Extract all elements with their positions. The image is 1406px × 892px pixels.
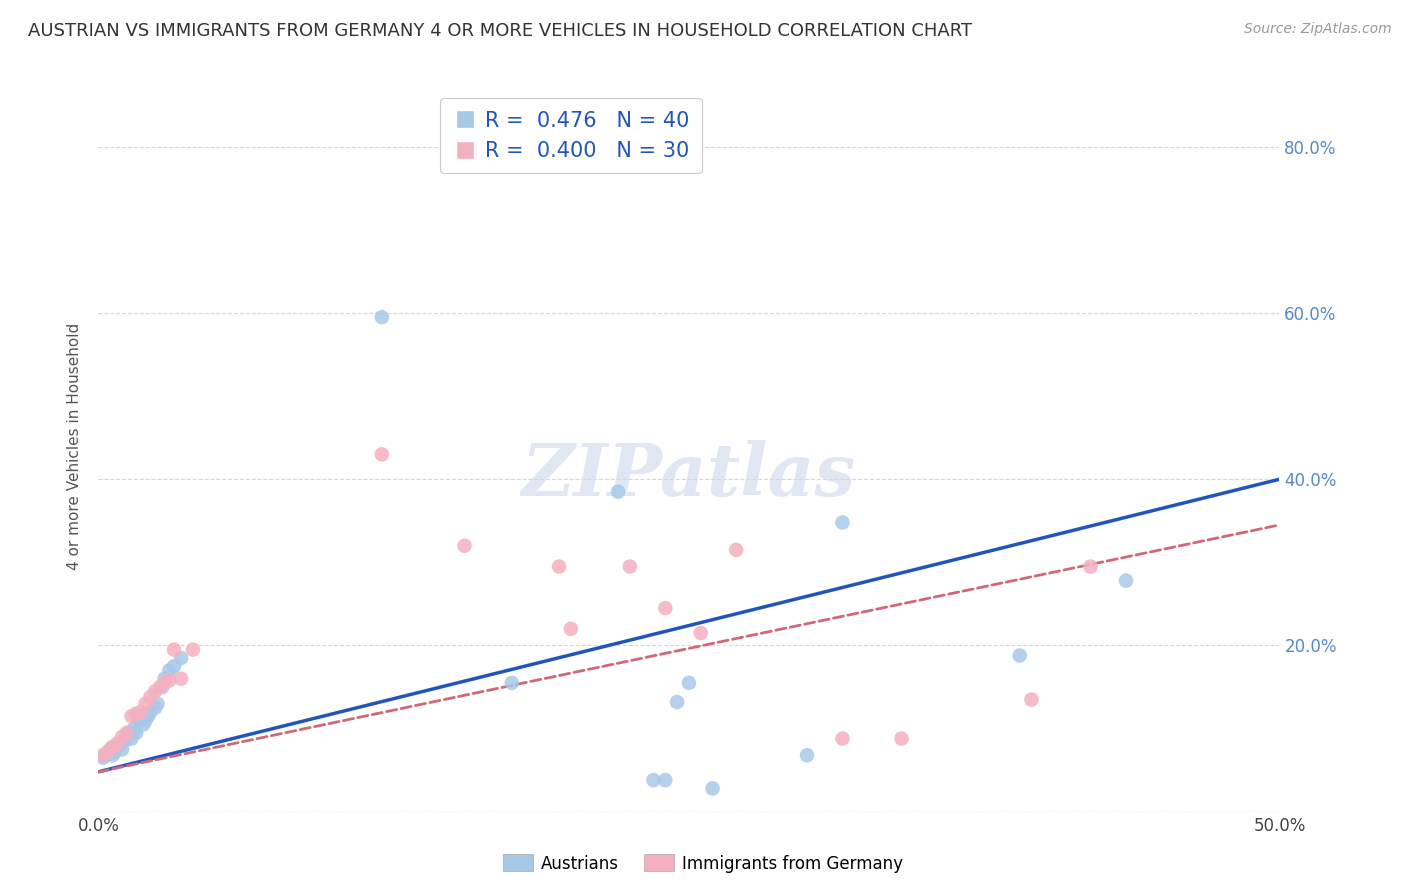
Point [796, 748, 818, 763]
Point [139, 705, 162, 719]
Point [115, 730, 138, 744]
Point [560, 622, 582, 636]
Point [702, 781, 724, 796]
Point [890, 731, 912, 746]
Text: Source: ZipAtlas.com: Source: ZipAtlas.com [1244, 22, 1392, 37]
Point [132, 717, 155, 731]
Point [1080, 559, 1102, 574]
Point [101, 739, 124, 754]
Point [150, 680, 173, 694]
Point [143, 701, 166, 715]
Point [143, 684, 166, 698]
Point [163, 659, 186, 673]
Point [170, 672, 193, 686]
Point [121, 709, 143, 723]
Point [111, 730, 134, 744]
Point [97, 745, 120, 759]
Point [689, 626, 711, 640]
Point [371, 447, 394, 461]
Point [678, 676, 700, 690]
Point [112, 734, 135, 748]
Text: ZIPatlas: ZIPatlas [522, 440, 856, 511]
Point [139, 690, 162, 704]
Point [181, 642, 204, 657]
Point [105, 737, 128, 751]
Point [104, 745, 127, 759]
Point [125, 706, 148, 721]
Text: AUSTRIAN VS IMMIGRANTS FROM GERMANY 4 OR MORE VEHICLES IN HOUSEHOLD CORRELATION : AUSTRIAN VS IMMIGRANTS FROM GERMANY 4 OR… [28, 22, 972, 40]
Point [121, 731, 143, 746]
Point [643, 773, 665, 788]
Point [654, 773, 676, 788]
Point [129, 709, 152, 723]
Point [108, 738, 131, 752]
Point [94, 748, 117, 763]
Point [129, 705, 152, 719]
Point [91, 748, 114, 763]
Legend: Austrians, Immigrants from Germany: Austrians, Immigrants from Germany [496, 847, 910, 880]
Point [163, 642, 186, 657]
Point [153, 676, 176, 690]
Point [1021, 692, 1043, 706]
Point [97, 745, 120, 759]
Point [654, 601, 676, 615]
Point [146, 697, 169, 711]
Point [607, 484, 630, 499]
Point [105, 739, 128, 754]
Point [666, 695, 689, 709]
Point [619, 559, 641, 574]
Point [125, 725, 148, 739]
Y-axis label: 4 or more Vehicles in Household: 4 or more Vehicles in Household [67, 322, 83, 570]
Point [725, 542, 748, 557]
Point [149, 680, 172, 694]
Point [371, 310, 394, 325]
Point [118, 725, 141, 739]
Point [115, 725, 138, 739]
Point [136, 709, 159, 723]
Point [153, 672, 176, 686]
Point [128, 714, 150, 728]
Point [1008, 648, 1031, 663]
Point [453, 539, 475, 553]
Point [135, 697, 157, 711]
Point [157, 664, 180, 678]
Point [548, 559, 571, 574]
Point [1115, 574, 1137, 588]
Point [122, 722, 145, 736]
Legend: R =  0.476   N = 40, R =  0.400   N = 30: R = 0.476 N = 40, R = 0.400 N = 30 [440, 98, 702, 173]
Point [135, 714, 157, 728]
Point [157, 673, 180, 688]
Point [170, 651, 193, 665]
Point [91, 750, 114, 764]
Point [831, 516, 853, 530]
Point [831, 731, 853, 746]
Point [111, 742, 134, 756]
Point [501, 676, 523, 690]
Point [101, 748, 124, 763]
Point [98, 742, 121, 756]
